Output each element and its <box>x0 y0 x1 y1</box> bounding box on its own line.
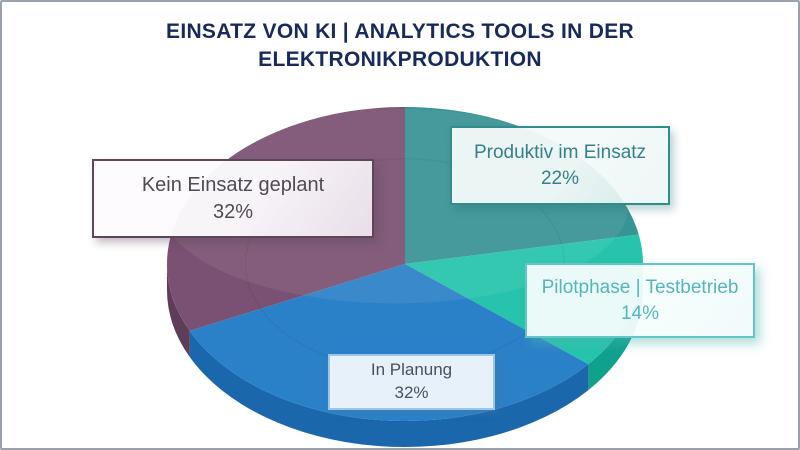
callout-label: Produktiv im Einsatz <box>473 141 647 163</box>
pie-slice-side-kein-einsatz-geplant <box>167 264 190 357</box>
chart-title: EINSATZ VON KI | ANALYTICS TOOLS IN DER … <box>166 20 634 71</box>
callout-label: Pilotphase | Testbetrieb <box>541 276 739 298</box>
callout-percentage: 32% <box>212 200 254 223</box>
callout-percentage: 32% <box>394 383 429 402</box>
callout-percentage: 14% <box>620 302 660 324</box>
pie-slice-side-pilotphase-testbetrieb <box>588 264 643 391</box>
callout-label: Kein Einsatz geplant <box>141 173 325 196</box>
callout-percentage: 22% <box>540 167 580 189</box>
pie-slice-side-in-planung <box>189 330 589 447</box>
callout-label: In Planung <box>370 360 453 380</box>
callout-produktiv-im-einsatz: Produktiv im Einsatz 22% <box>450 126 670 205</box>
callout-pilotphase-testbetrieb: Pilotphase | Testbetrieb 14% <box>525 263 755 338</box>
callout-in-planung: In Planung 32% <box>328 354 495 410</box>
callout-kein-einsatz-geplant: Kein Einsatz geplant 32% <box>92 159 374 238</box>
